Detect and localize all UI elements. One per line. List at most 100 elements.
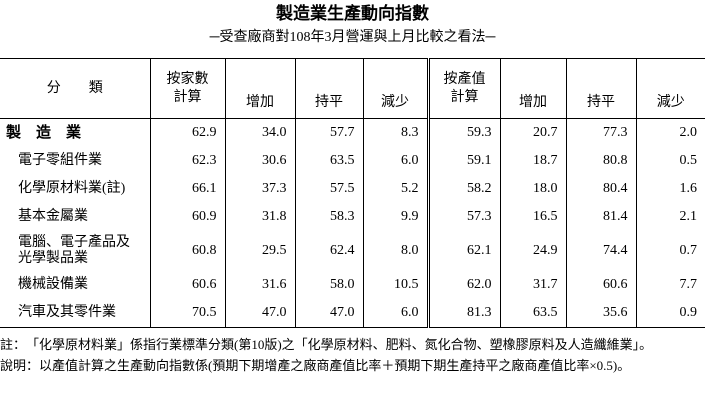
cell: 6.0	[362, 299, 428, 328]
cell: 0.5	[635, 147, 705, 175]
cell: 37.3	[224, 175, 295, 203]
row-name: 化學原材料業(註)	[0, 175, 150, 203]
cell: 77.3	[565, 118, 636, 147]
row-name: 製 造 業	[0, 119, 150, 148]
table-body: 製 造 業 62.9 34.0 57.7 8.3 59.3 20.7 77.3 2.0 電子零組件…	[0, 118, 705, 328]
cell: 9.9	[362, 203, 428, 231]
note-text: 以產值計算之生產動向指數係(預期下期增產之廠商產值比率＋預期下期生產持平之廠商產…	[39, 358, 631, 373]
cell: 58.2	[426, 175, 500, 203]
cell: 58.0	[294, 271, 363, 299]
cell: 60.8	[149, 231, 225, 271]
table-row: 基本金屬業 60.9 31.8 58.3 9.9 57.3 16.5 81.4 2.1	[0, 203, 705, 231]
row-name: 機械設備業	[0, 271, 150, 299]
cell: 31.7	[499, 271, 566, 299]
cell: 2.0	[635, 118, 705, 147]
text-line: 按產值	[443, 72, 486, 87]
cell: 20.7	[499, 118, 566, 147]
table-row: 汽車及其零件業 70.5 47.0 47.0 6.0 81.3 63.5 35.6 0.9	[0, 299, 705, 328]
table-row: 電腦、電子產品及 光學製品業 60.8 29.5 62.4 8.0 62.1 24.9 74.4…	[0, 231, 705, 271]
cell: 60.6	[149, 271, 225, 299]
table-row: 機械設備業 60.6 31.6 58.0 10.5 62.0 31.7 60.6 7.7	[0, 271, 705, 299]
cell: 57.3	[426, 203, 500, 231]
cell: 59.1	[426, 147, 500, 175]
text-line: 持平	[587, 95, 615, 110]
text-line: 計算	[450, 90, 479, 105]
header-cell: 持平	[565, 58, 636, 119]
cell: 18.7	[499, 147, 566, 175]
cell: 35.6	[565, 299, 636, 328]
text-line: 增加	[519, 95, 547, 110]
text-line: 電腦、電子產品及	[18, 235, 130, 250]
cell: 59.3	[426, 118, 500, 147]
title: 製造業生產動向指數	[276, 4, 429, 23]
row-name: 電腦、電子產品及 光學製品業	[0, 231, 150, 271]
cell: 47.0	[224, 299, 295, 328]
text-line: 減少	[381, 95, 409, 110]
text-line: 減少	[656, 95, 685, 110]
note: 說明： 以產值計算之生產動向指數係(預期下期增產之廠商產值比率＋預期下期生產持平之…	[0, 357, 705, 374]
header-row: 分 類按家數 計算 增加 持平 減少 按產值 計算 增加 持平 減少	[0, 58, 705, 119]
cell: 7.7	[635, 271, 705, 299]
text-line: 光學製品業	[18, 251, 88, 266]
table-row: 化學原材料業(註) 66.1 37.3 57.5 5.2 58.2 18.0 80.4 1.6	[0, 175, 705, 203]
text-line: 機械設備業	[18, 277, 88, 292]
text-line: 電子零組件業	[18, 153, 102, 168]
header-cell: 增加	[224, 58, 295, 119]
cell: 34.0	[224, 118, 295, 147]
cell: 57.7	[294, 118, 363, 147]
cell: 47.0	[294, 299, 363, 328]
cell: 16.5	[499, 203, 566, 231]
note: 註： 「化學原材料業」係指行業標準分類(第10版)之「化學原材料、肥料、氮化合物、…	[0, 336, 705, 353]
row-name: 汽車及其零件業	[0, 299, 150, 328]
header-cell: 按產值 計算	[426, 58, 500, 119]
text-line: 汽車及其零件業	[18, 305, 116, 320]
cell: 63.5	[499, 299, 566, 328]
cell: 24.9	[499, 231, 566, 271]
note-text: 「化學原材料業」係指行業標準分類(第10版)之「化學原材料、肥料、氮化合物、塑橡…	[26, 337, 653, 352]
cell: 66.1	[149, 175, 225, 203]
text-line: 基本金屬業	[18, 209, 88, 224]
header-cell: 持平	[294, 58, 363, 119]
row-name: 電子零組件業	[0, 147, 150, 175]
notes: 註： 「化學原材料業」係指行業標準分類(第10版)之「化學原材料、肥料、氮化合物、…	[0, 336, 705, 374]
table-row: 製 造 業 62.9 34.0 57.7 8.3 59.3 20.7 77.3 2.0	[0, 118, 705, 148]
table: 分 類按家數 計算 增加 持平 減少 按產值 計算 增加 持平 減少 製 造 業 62.9 34.0 5…	[0, 58, 705, 328]
header-cell: 按家數 計算	[149, 58, 225, 119]
cell: 62.9	[149, 118, 225, 147]
header-cell: 減少	[362, 58, 428, 119]
cell: 80.8	[565, 147, 636, 175]
cell: 0.7	[635, 231, 705, 271]
cell: 10.5	[362, 271, 428, 299]
cell: 5.2	[362, 175, 428, 203]
text-line: 分 類	[46, 81, 103, 96]
cell: 60.9	[149, 203, 225, 231]
cell: 6.0	[362, 147, 428, 175]
cell: 1.6	[635, 175, 705, 203]
header-cell: 增加	[499, 58, 566, 119]
cell: 80.4	[565, 175, 636, 203]
text-line: 製 造 業	[6, 125, 82, 141]
cell: 81.3	[426, 299, 500, 328]
text-line: 按家數	[166, 72, 209, 87]
cell: 74.4	[565, 231, 636, 271]
cell: 31.8	[224, 203, 295, 231]
subtitle: ─受查廠商對108年3月營運與上月比較之看法─	[209, 30, 496, 45]
cell: 18.0	[499, 175, 566, 203]
header-cell: 分 類	[0, 58, 150, 119]
text-line: 持平	[315, 95, 343, 110]
note-label: 註：	[0, 337, 27, 352]
cell: 62.3	[149, 147, 225, 175]
cell: 8.0	[362, 231, 428, 271]
cell: 8.3	[362, 118, 428, 147]
cell: 62.4	[294, 231, 363, 271]
note-label: 說明：	[0, 358, 40, 373]
text-line: 增加	[246, 95, 274, 110]
cell: 62.1	[426, 231, 500, 271]
header-cell: 減少	[635, 58, 705, 119]
cell: 29.5	[224, 231, 295, 271]
cell: 57.5	[294, 175, 363, 203]
cell: 31.6	[224, 271, 295, 299]
cell: 81.4	[565, 203, 636, 231]
table-row: 電子零組件業 62.3 30.6 63.5 6.0 59.1 18.7 80.8 0.5	[0, 147, 705, 175]
